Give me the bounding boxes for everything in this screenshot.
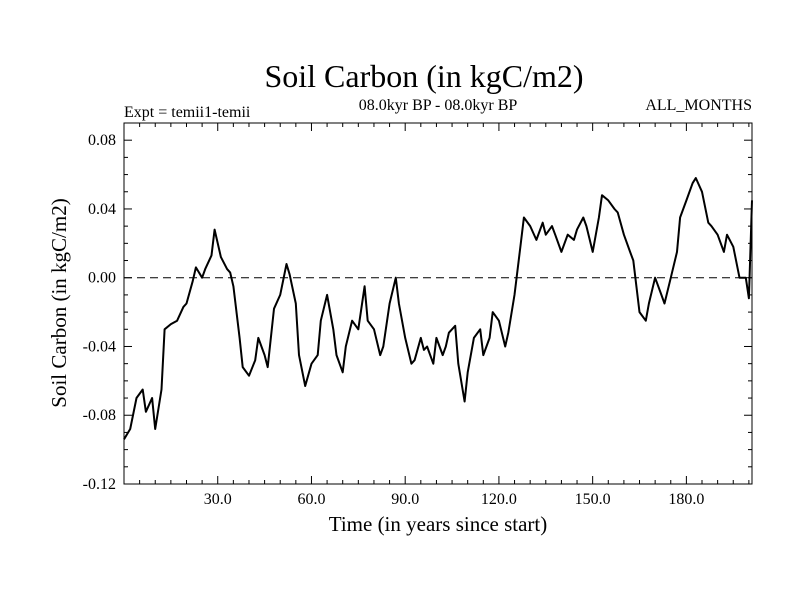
series-line — [123, 177, 753, 440]
x-tick-label: 90.0 — [391, 491, 419, 508]
experiment-label: Expt = temii1-temii — [124, 104, 251, 121]
months-label: ALL_MONTHS — [645, 97, 752, 114]
x-tick-label: 30.0 — [204, 491, 232, 508]
y-tick-label: 0.08 — [88, 132, 116, 149]
x-tick-label: 120.0 — [481, 491, 517, 508]
x-tick-label: 150.0 — [575, 491, 611, 508]
chart-title: Soil Carbon (in kgC/m2) — [264, 58, 583, 94]
plot-frame — [123, 122, 753, 485]
x-tick-label: 60.0 — [297, 491, 325, 508]
y-axis-title: Soil Carbon (in kgC/m2) — [47, 198, 71, 407]
y-tick-label: -0.04 — [83, 338, 116, 355]
y-tick-label: -0.12 — [83, 476, 116, 493]
y-tick-label: -0.08 — [83, 407, 116, 424]
x-tick-label: 180.0 — [668, 491, 704, 508]
y-tick-label: 0.00 — [88, 270, 116, 287]
x-axis-title: Time (in years since start) — [329, 512, 548, 536]
y-tick-label: 0.04 — [88, 201, 116, 218]
chart-subtitle: 08.0kyr BP - 08.0kyr BP — [359, 97, 518, 114]
